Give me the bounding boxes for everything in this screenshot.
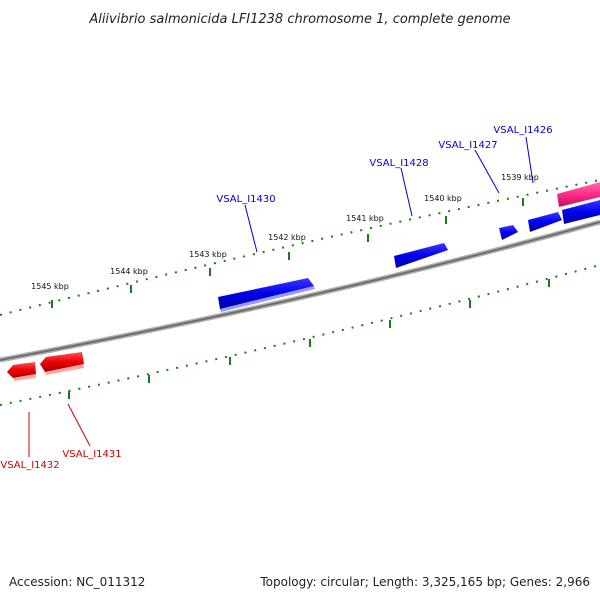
tick-label: 1545 kbp [31, 282, 69, 291]
callout-lines [28, 136, 534, 457]
gene-label-vsal-i1432[interactable]: VSAL_I1432 [0, 460, 59, 471]
gene-label-vsal-i1428[interactable]: VSAL_I1428 [369, 158, 428, 169]
gene-label-vsal-i1427[interactable]: VSAL_I1427 [438, 140, 497, 151]
forward-genes [218, 182, 600, 312]
gene-label-vsal-i1426[interactable]: VSAL_I1426 [493, 125, 552, 136]
tick-label: 1543 kbp [189, 250, 227, 259]
gene-vsal-i1428[interactable] [394, 243, 448, 268]
reverse-genes [7, 352, 84, 381]
gene-small-blue[interactable] [528, 212, 562, 232]
summary-text: Topology: circular; Length: 3,325,165 bp… [259, 575, 590, 589]
tick-label: 1542 kbp [268, 233, 306, 242]
accession-text: Accession: NC_011312 [9, 575, 145, 589]
gene-vsal-i1430[interactable] [218, 278, 315, 312]
gene-label-vsal-i1430[interactable]: VSAL_I1430 [216, 194, 275, 205]
tick-label: 1539 kbp [501, 173, 539, 182]
gene-vsal-i1431[interactable] [40, 352, 84, 375]
gene-highlight-pink[interactable] [557, 182, 600, 207]
chromosome-backbone [0, 219, 600, 363]
gene-label-vsal-i1431[interactable]: VSAL_I1431 [62, 449, 121, 460]
tick-label: 1540 kbp [424, 194, 462, 203]
tick-label: 1544 kbp [110, 267, 148, 276]
scale-labels: 1545 kbp 1544 kbp 1543 kbp 1542 kbp 1541… [31, 173, 539, 291]
gene-vsal-i1427[interactable] [499, 225, 518, 240]
inner-major-ticks [68, 279, 550, 399]
tick-label: 1541 kbp [346, 214, 384, 223]
outer-major-ticks [51, 198, 524, 308]
gene-vsal-i1426[interactable] [562, 200, 600, 224]
map-title: Aliivibrio salmonicida LFI1238 chromosom… [88, 12, 510, 27]
gene-vsal-i1432[interactable] [7, 362, 36, 381]
